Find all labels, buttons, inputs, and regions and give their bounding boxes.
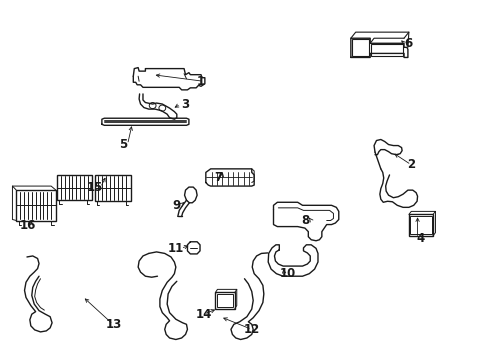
Bar xyxy=(408,215,432,236)
Text: 3: 3 xyxy=(181,98,189,111)
Text: 10: 10 xyxy=(279,267,296,280)
Bar xyxy=(215,292,234,309)
Text: 12: 12 xyxy=(243,323,259,336)
Text: 15: 15 xyxy=(86,181,102,194)
Text: 8: 8 xyxy=(300,214,308,227)
Text: 5: 5 xyxy=(119,138,127,151)
Text: 16: 16 xyxy=(20,219,36,232)
Text: 7: 7 xyxy=(213,171,222,184)
Text: 13: 13 xyxy=(105,318,122,331)
Bar xyxy=(351,39,368,57)
Text: 1: 1 xyxy=(197,75,204,88)
Bar xyxy=(409,216,431,234)
Text: 11: 11 xyxy=(167,242,183,255)
Bar xyxy=(57,175,92,200)
Bar xyxy=(95,175,131,201)
Text: 2: 2 xyxy=(407,158,414,171)
Text: 9: 9 xyxy=(172,199,181,212)
Bar xyxy=(16,190,56,221)
Text: 6: 6 xyxy=(403,37,411,50)
Bar xyxy=(370,44,402,57)
Text: 14: 14 xyxy=(195,308,211,321)
Bar xyxy=(217,294,233,307)
Text: 4: 4 xyxy=(416,232,424,245)
